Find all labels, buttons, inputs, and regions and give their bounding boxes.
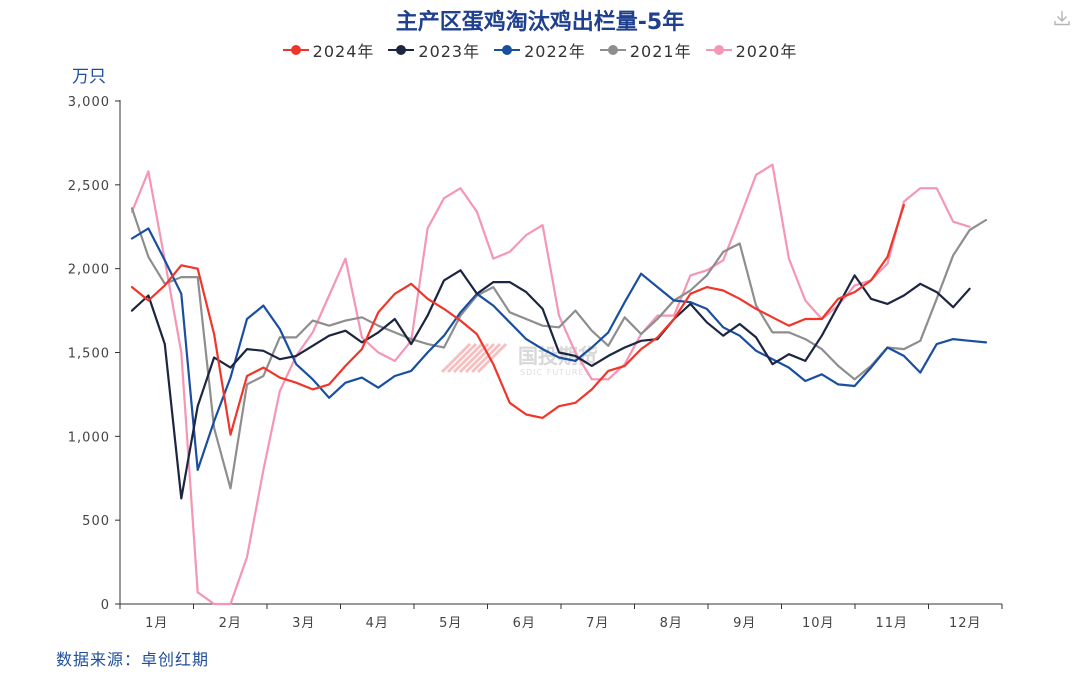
- chart-title: 主产区蛋鸡淘汰鸡出栏量-5年: [395, 10, 685, 35]
- legend-item-2023[interactable]: 2023年: [388, 38, 480, 62]
- x-tick-label: 4月: [366, 616, 389, 631]
- watermark-stripe: [452, 342, 484, 374]
- watermark-stripe: [476, 342, 508, 374]
- y-tick-label: 500: [82, 514, 110, 529]
- y-tick-label: 3,000: [68, 95, 110, 110]
- legend-label: 2022年: [524, 42, 586, 61]
- x-tick-label: 11月: [875, 616, 908, 631]
- y-tick-label: 2,000: [68, 263, 110, 278]
- series-line-2024: [130, 203, 906, 436]
- legend-label: 2023年: [418, 42, 481, 61]
- series-line-2021: [130, 207, 988, 490]
- watermark-stripe: [458, 342, 490, 374]
- legend-item-2022[interactable]: 2022年: [494, 38, 586, 62]
- legend-item-2024[interactable]: 2024年: [282, 38, 375, 62]
- x-tick-label: 5月: [439, 616, 462, 631]
- legend-item-2021[interactable]: 2021年: [599, 38, 692, 62]
- x-tick-label: 9月: [733, 616, 756, 631]
- y-tick-label: 1,000: [68, 430, 110, 445]
- watermark-stripe: [446, 342, 478, 374]
- x-tick-label: 12月: [949, 616, 982, 631]
- watermark-subtext: SDIC FUTURES: [520, 368, 591, 377]
- legend-item-2020[interactable]: 2020年: [705, 38, 798, 62]
- series-line-2020: [130, 163, 971, 606]
- legend-label: 2021年: [629, 42, 692, 61]
- x-tick-label: 10月: [802, 616, 835, 631]
- y-tick-label: 2,500: [68, 179, 110, 194]
- download-icon[interactable]: [1052, 8, 1072, 28]
- y-tick-label: 1,500: [68, 347, 110, 362]
- x-tick-label: 3月: [292, 616, 315, 631]
- x-tick-label: 8月: [660, 616, 683, 631]
- watermark-stripe: [440, 342, 472, 374]
- x-tick-label: 1月: [145, 616, 168, 631]
- legend: 2024年 2023年 2022年 2021年 2020年: [0, 38, 1080, 62]
- legend-label: 2020年: [735, 42, 798, 61]
- series-line-2023: [130, 269, 971, 500]
- x-tick-label: 6月: [513, 616, 536, 631]
- x-tick-label: 2月: [219, 616, 242, 631]
- x-tick-label: 7月: [586, 616, 609, 631]
- watermark-stripe: [464, 342, 496, 374]
- y-axis-unit: 万只: [72, 67, 106, 87]
- y-tick-label: 0: [101, 598, 110, 613]
- series-line-2022: [130, 227, 988, 471]
- source-note: 数据来源：卓创红期: [56, 650, 210, 669]
- legend-label: 2024年: [312, 42, 375, 61]
- watermark-stripe: [470, 342, 502, 374]
